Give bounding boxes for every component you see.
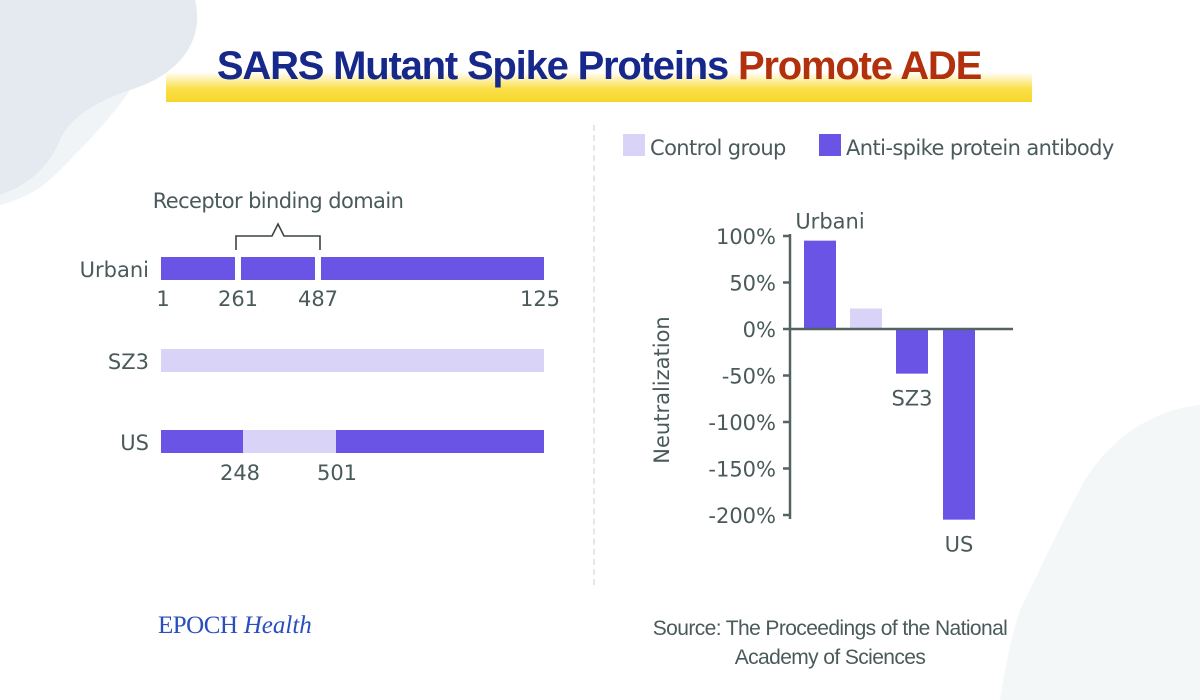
us-pos-501: 501	[317, 461, 357, 485]
us-segment-248-501	[243, 430, 336, 453]
title-banner: SARS Mutant Spike Proteins Promote ADE	[166, 40, 1032, 102]
source-citation: Source: The Proceedings of the National …	[600, 614, 1060, 672]
logo-sub: Health	[243, 612, 312, 639]
y-axis-label: Neutralization	[650, 316, 674, 463]
receptor-binding-domain-label: Receptor binding domain	[153, 189, 404, 213]
us-pos-248: 248	[220, 461, 260, 485]
sz3-segment-1-1255	[161, 349, 544, 372]
neutralization-chart: Neutralization 100% 50% 0% -50% -100% -150% -2…	[650, 210, 1013, 557]
urbani-pos-261: 261	[218, 287, 258, 311]
row-label-sz3: SZ3	[108, 350, 149, 374]
us-sequence-bar	[161, 430, 544, 453]
epoch-health-logo: EPOCH Health	[158, 612, 312, 640]
urbani-segment-261-487	[241, 257, 315, 280]
y-tick-label: -50%	[722, 365, 776, 389]
row-label-us: US	[120, 431, 149, 455]
bar-label-us: US	[945, 533, 974, 557]
background-blob-top-left	[0, 0, 198, 195]
y-axis-ticks: 100% 50% 0% -50% -100% -150% -200%	[708, 225, 790, 528]
legend-swatch-antibody	[819, 134, 841, 156]
urbani-sequence-bar	[161, 257, 544, 280]
legend-label-antibody: Anti-spike protein antibody	[846, 136, 1114, 160]
urbani-segment-1-261	[161, 257, 235, 280]
legend-swatch-control	[623, 134, 645, 156]
legend-label-control: Control group	[650, 136, 786, 160]
chart-bars	[804, 240, 975, 520]
domain-bracket	[235, 222, 321, 250]
bar-label-urbani: Urbani	[795, 210, 864, 234]
title-highlight	[166, 72, 1032, 102]
urbani-segment-487-1255	[321, 257, 544, 280]
source-line-2: Academy of Sciences	[734, 646, 926, 669]
y-tick-label: 50%	[729, 272, 776, 296]
y-tick-label: -100%	[708, 411, 776, 435]
panel-divider	[593, 125, 595, 585]
urbani-pos-487: 487	[298, 287, 338, 311]
y-tick-label: 100%	[716, 225, 776, 249]
chart-legend: Control group Anti-spike protein antibod…	[623, 134, 1115, 160]
bar-labels: Urbani SZ3 US	[795, 210, 973, 557]
spike-diagram: Receptor binding domain Urbani 1 261 487…	[80, 189, 560, 485]
row-label-urbani: Urbani	[80, 258, 149, 282]
background-blob-bottom-right	[1000, 405, 1200, 700]
source-line-1: Source: The Proceedings of the National	[652, 617, 1008, 640]
us-segment-1-248	[161, 430, 243, 453]
us-segment-501-1255	[336, 430, 544, 453]
y-tick-label: 0%	[743, 318, 776, 342]
bar-urbani	[804, 240, 836, 329]
background-blob-top-left-light	[0, 90, 130, 205]
urbani-pos-end: 125	[520, 287, 560, 311]
sz3-sequence-bar	[161, 349, 544, 372]
logo-brand: EPOCH	[158, 612, 238, 639]
bar-us	[943, 329, 975, 520]
title-primary: SARS Mutant Spike Proteins	[216, 44, 729, 88]
page-title: SARS Mutant Spike Proteins Promote ADE	[166, 44, 1032, 89]
bar-sz3	[896, 329, 928, 374]
y-tick-label: -200%	[708, 504, 776, 528]
title-accent: Promote ADE	[737, 44, 982, 88]
bar-label-sz3: SZ3	[891, 387, 932, 411]
urbani-pos-1: 1	[156, 287, 169, 311]
y-tick-label: -150%	[708, 458, 776, 482]
bar-control	[850, 308, 882, 329]
